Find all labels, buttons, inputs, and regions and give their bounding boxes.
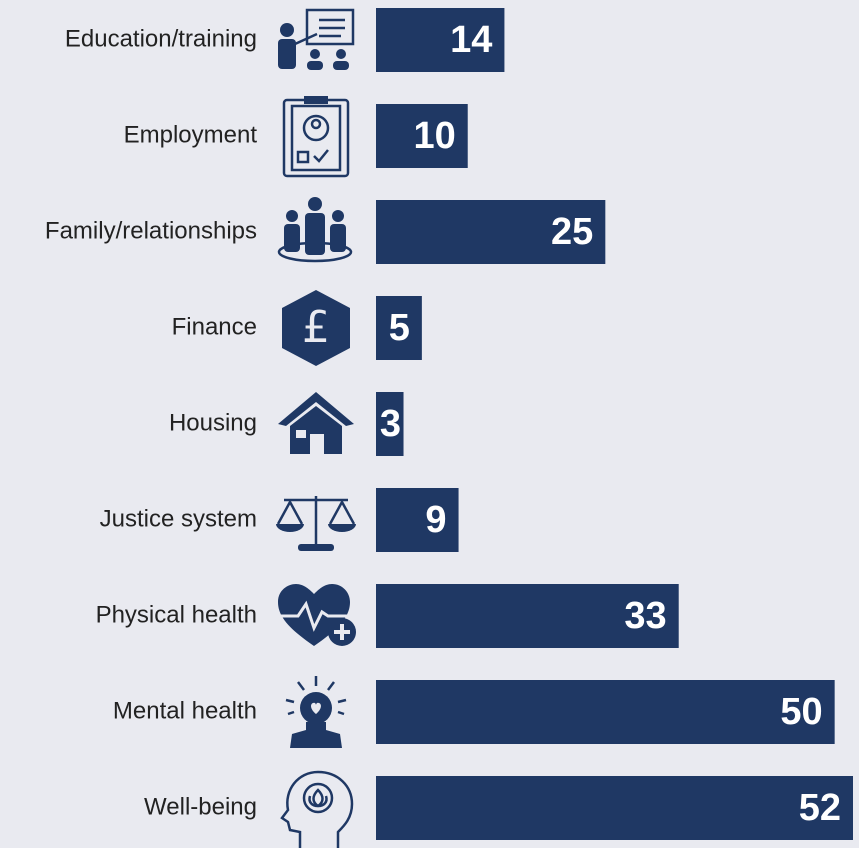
value-label: 9 [425,499,446,541]
value-label: 50 [780,691,822,733]
category-label: Housing [169,409,257,436]
category-label: Education/training [65,25,257,52]
icon-well-being [280,770,354,848]
bar [376,200,606,264]
bar [376,584,679,648]
icon-housing [278,392,354,454]
category-label: Finance [172,313,257,340]
category-label: Well-being [144,793,257,820]
icon-mental-health [285,676,347,748]
icon-employment [282,96,350,178]
icons: £ [276,8,356,848]
value-label: 5 [389,307,410,349]
bar [376,8,505,72]
svg-text:£: £ [302,302,330,353]
value-label: 3 [380,403,401,445]
bar [376,104,468,168]
icon-justice [276,496,356,551]
icon-education [278,8,355,70]
value-label: 33 [624,595,666,637]
value-label: 25 [551,211,593,253]
bar [376,296,422,360]
value-label: 52 [799,787,841,829]
icon-family [277,197,353,263]
category-label: Employment [124,121,258,148]
value-label: 10 [413,115,455,157]
bar [376,488,459,552]
category-label: Physical health [96,601,257,628]
category-label: Justice system [100,505,257,532]
bar [376,776,853,840]
value-label: 14 [450,19,492,61]
bar [376,392,404,456]
bar [376,680,835,744]
category-label: Mental health [113,697,257,724]
category-label: Family/relationships [45,217,257,244]
icon-physical-health [278,584,356,646]
icon-finance: £ [282,290,350,366]
